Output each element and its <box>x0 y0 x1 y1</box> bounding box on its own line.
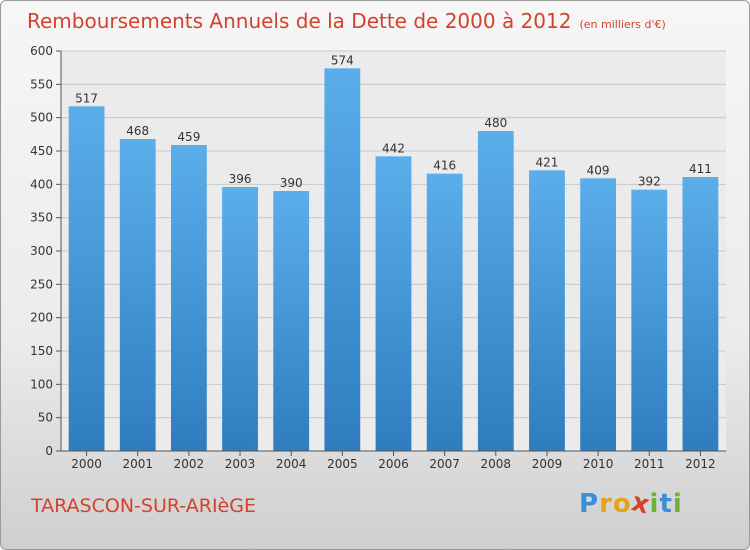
bar-value-label: 409 <box>587 163 610 177</box>
bar-2000 <box>68 106 105 451</box>
y-tick-label: 300 <box>30 244 53 258</box>
x-tick-label: 2007 <box>429 457 460 471</box>
bar-value-label: 416 <box>433 159 456 173</box>
logo-letter: i <box>649 489 660 519</box>
x-tick-label: 2010 <box>583 457 614 471</box>
logo-letter: i <box>672 489 683 519</box>
bar-value-label: 517 <box>75 91 98 105</box>
y-tick-label: 550 <box>30 77 53 91</box>
bar-2009 <box>529 170 565 452</box>
bar-2003 <box>222 187 258 451</box>
bar-2001 <box>119 139 156 451</box>
x-tick-label: 2004 <box>276 457 307 471</box>
bar-2004 <box>273 191 310 451</box>
proxiti-logo: Proxiti <box>579 487 683 521</box>
y-tick-label: 350 <box>30 211 53 225</box>
bar-2006 <box>375 156 412 452</box>
y-tick-label: 100 <box>30 377 53 391</box>
y-tick-label: 0 <box>45 444 53 458</box>
y-tick-label: 150 <box>30 344 53 358</box>
commune-name: TARASCON-SUR-ARIèGE <box>31 495 256 517</box>
bar-value-label: 392 <box>638 175 661 189</box>
x-tick-label: 2009 <box>532 457 563 471</box>
bar-2002 <box>170 145 207 451</box>
logo-letter: o <box>612 489 632 519</box>
bar-2012 <box>682 177 719 451</box>
logo-letter: t <box>659 489 673 519</box>
x-tick-label: 2001 <box>122 457 153 471</box>
bar-value-label: 421 <box>536 155 559 169</box>
logo-letter: r <box>599 489 613 519</box>
bar-value-label: 442 <box>382 141 405 155</box>
x-tick-label: 2011 <box>634 457 665 471</box>
chart-title: Remboursements Annuels de la Dette de 20… <box>27 9 666 33</box>
chart-subtitle: (en milliers d'€) <box>579 18 666 31</box>
y-tick-label: 50 <box>38 411 53 425</box>
bar-2010 <box>580 178 617 452</box>
bar-value-label: 396 <box>229 172 252 186</box>
x-tick-label: 2005 <box>327 457 358 471</box>
bar-value-label: 459 <box>177 130 200 144</box>
axes: 0 50 100 150 200 250 300 350 400 450 500 550 600 2000… <box>30 44 726 471</box>
bar-value-label: 480 <box>484 116 507 130</box>
y-tick-label: 250 <box>30 277 53 291</box>
bar-2008 <box>477 131 514 451</box>
x-tick-label: 2012 <box>685 457 716 471</box>
bar-value-label: 574 <box>331 53 354 67</box>
y-tick-label: 200 <box>30 311 53 325</box>
y-tick-label: 500 <box>30 111 53 125</box>
logo-letter: P <box>579 489 600 519</box>
bar-value-label: 468 <box>126 124 149 138</box>
bar-value-label: 390 <box>280 176 303 190</box>
bars: 517 468 459 396 390 574 442 416 480 421 409 392 411 <box>68 53 719 452</box>
x-tick-label: 2006 <box>378 457 409 471</box>
bar-2007 <box>426 173 463 451</box>
y-tick-label: 400 <box>30 177 53 191</box>
x-tick-label: 2003 <box>225 457 256 471</box>
x-tick-label: 2008 <box>481 457 512 471</box>
y-tick-label: 600 <box>30 44 53 58</box>
y-tick-label: 450 <box>30 144 53 158</box>
bar-2005 <box>324 68 361 451</box>
bar-value-label: 411 <box>689 162 712 176</box>
x-tick-label: 2000 <box>71 457 102 471</box>
x-tick-label: 2002 <box>174 457 205 471</box>
bar-2011 <box>631 189 668 451</box>
